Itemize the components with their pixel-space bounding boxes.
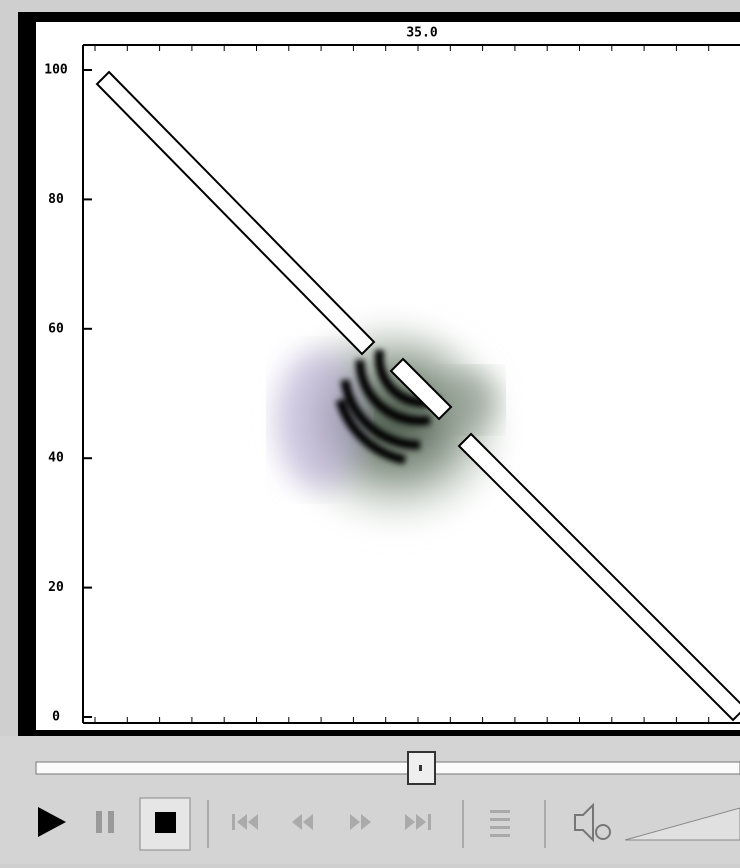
y-tick-label: 20 [48, 580, 64, 595]
wave-transmitted [440, 370, 500, 430]
y-tick-label: 100 [44, 63, 68, 78]
y-tick-label: 80 [48, 192, 64, 207]
stop-icon [155, 812, 176, 833]
control-bar [0, 736, 740, 864]
seek-track[interactable] [36, 762, 740, 774]
page: 35.0 020406080100 (() = [0, 0, 740, 864]
y-tick-label: 60 [48, 321, 64, 336]
plot-title: 35.0 [406, 26, 437, 41]
y-tick-label: 40 [48, 451, 64, 466]
player-window: 35.0 0 20 40 60 80 100 [0, 0, 740, 864]
seek-thumb-grip [419, 765, 422, 771]
y-tick-label: 0 [52, 710, 60, 725]
